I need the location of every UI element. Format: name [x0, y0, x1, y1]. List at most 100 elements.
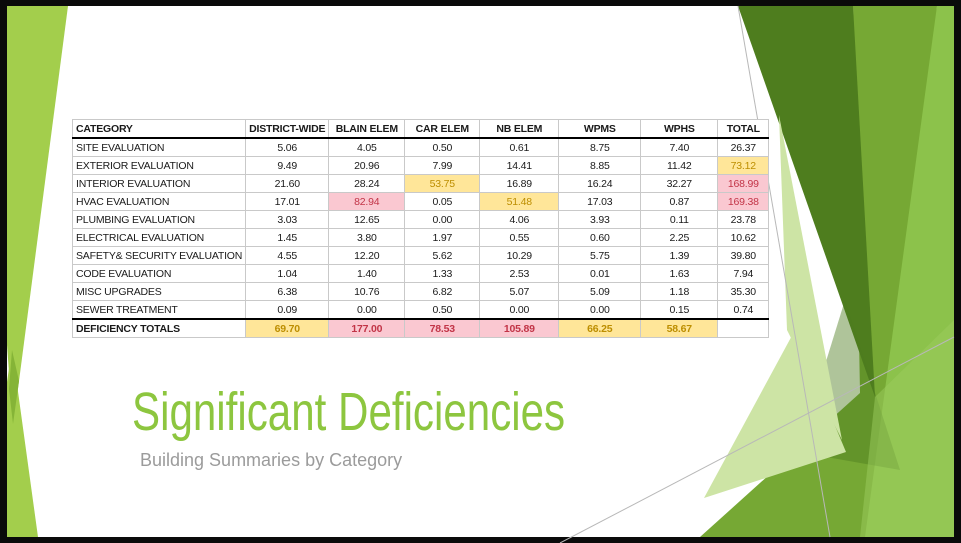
table-row: MISC UPGRADES 6.38 10.76 6.82 5.07 5.09 1.18 35… — [71, 282, 770, 301]
value-cell: 0.74 — [717, 300, 770, 320]
value-cell: 5.75 — [558, 246, 642, 265]
table-row: INTERIOR EVALUATION 21.60 28.24 53.75 16.89 1… — [71, 174, 770, 193]
table-body: SITE EVALUATION 5.06 4.05 0.50 0.61 8.75 7.40 2… — [71, 137, 770, 338]
value-cell: 78.53 — [404, 318, 481, 338]
deficiency-table: CATEGORY DISTRICT-WIDE BLAIN ELEM CAR ELEM N… — [71, 119, 770, 338]
value-cell: 51.48 — [479, 192, 560, 211]
value-cell: 0.09 — [245, 300, 330, 320]
value-cell: 7.99 — [404, 156, 481, 175]
category-cell: HVAC EVALUATION — [71, 192, 247, 211]
table-header: CATEGORY DISTRICT-WIDE BLAIN ELEM CAR ELEM N… — [71, 119, 770, 139]
table-row: SITE EVALUATION 5.06 4.05 0.50 0.61 8.75 7.40 2… — [71, 137, 770, 157]
value-cell: 35.30 — [717, 282, 770, 301]
column-header: CAR ELEM — [404, 119, 481, 139]
value-cell: 53.75 — [404, 174, 481, 193]
value-cell: 16.89 — [479, 174, 560, 193]
value-cell: 7.40 — [640, 137, 719, 157]
value-cell: 4.06 — [479, 210, 560, 229]
value-cell: 0.00 — [479, 300, 560, 320]
value-cell: 23.78 — [717, 210, 770, 229]
value-cell: 16.24 — [558, 174, 642, 193]
value-cell: 14.41 — [479, 156, 560, 175]
value-cell: 1.33 — [404, 264, 481, 283]
value-cell: 21.60 — [245, 174, 330, 193]
table-row: HVAC EVALUATION 17.01 82.94 0.05 51.48 17.03 0… — [71, 192, 770, 211]
value-cell: 0.00 — [328, 300, 406, 320]
value-cell: 17.01 — [245, 192, 330, 211]
table-row: CODE EVALUATION 1.04 1.40 1.33 2.53 0.01 1.63 7… — [71, 264, 770, 283]
value-cell: 5.09 — [558, 282, 642, 301]
value-cell: 0.00 — [404, 210, 481, 229]
value-cell: 0.87 — [640, 192, 719, 211]
value-cell: 0.05 — [404, 192, 481, 211]
value-cell: 2.53 — [479, 264, 560, 283]
table-row: EXTERIOR EVALUATION 9.49 20.96 7.99 14.41 8.8… — [71, 156, 770, 175]
value-cell: 69.70 — [245, 318, 330, 338]
category-cell: SITE EVALUATION — [71, 137, 247, 157]
value-cell: 4.05 — [328, 137, 406, 157]
value-cell: 105.89 — [479, 318, 560, 338]
value-cell: 3.03 — [245, 210, 330, 229]
value-cell: 20.96 — [328, 156, 406, 175]
value-cell: 0.11 — [640, 210, 719, 229]
column-header: NB ELEM — [479, 119, 560, 139]
value-cell: 10.29 — [479, 246, 560, 265]
slide-title: Significant Deficiencies — [132, 382, 566, 442]
value-cell: 0.01 — [558, 264, 642, 283]
value-cell: 177.00 — [328, 318, 406, 338]
category-cell: DEFICIENCY TOTALS — [71, 318, 247, 338]
category-cell: ELECTRICAL EVALUATION — [71, 228, 247, 247]
totals-row: DEFICIENCY TOTALS 69.70 177.00 78.53 105.89 6… — [71, 318, 770, 338]
value-cell: 10.76 — [328, 282, 406, 301]
value-cell: 73.12 — [717, 156, 770, 175]
category-cell: SAFETY& SECURITY EVALUATION — [71, 246, 247, 265]
table-row: SEWER TREATMENT 0.09 0.00 0.50 0.00 0.00 0.15 0… — [71, 300, 770, 320]
value-cell: 66.25 — [558, 318, 642, 338]
value-cell: 0.60 — [558, 228, 642, 247]
value-cell: 17.03 — [558, 192, 642, 211]
category-cell: INTERIOR EVALUATION — [71, 174, 247, 193]
value-cell: 32.27 — [640, 174, 719, 193]
value-cell: 0.55 — [479, 228, 560, 247]
value-cell: 1.04 — [245, 264, 330, 283]
value-cell: 5.06 — [245, 137, 330, 157]
value-cell: 12.20 — [328, 246, 406, 265]
category-cell: SEWER TREATMENT — [71, 300, 247, 320]
slide-subtitle: Building Summaries by Category — [140, 450, 403, 470]
value-cell: 4.55 — [245, 246, 330, 265]
value-cell: 11.42 — [640, 156, 719, 175]
value-cell: 6.38 — [245, 282, 330, 301]
value-cell: 82.94 — [328, 192, 406, 211]
value-cell: 1.45 — [245, 228, 330, 247]
value-cell: 5.07 — [479, 282, 560, 301]
table-row: ELECTRICAL EVALUATION 1.45 3.80 1.97 0.55 0.6… — [71, 228, 770, 247]
value-cell: 1.18 — [640, 282, 719, 301]
value-cell: 8.75 — [558, 137, 642, 157]
value-cell: 3.93 — [558, 210, 642, 229]
column-header: BLAIN ELEM — [328, 119, 406, 139]
column-header: TOTAL — [717, 119, 770, 139]
value-cell: 1.63 — [640, 264, 719, 283]
value-cell: 1.40 — [328, 264, 406, 283]
header-row: CATEGORY DISTRICT-WIDE BLAIN ELEM CAR ELEM N… — [71, 119, 770, 139]
value-cell: 1.97 — [404, 228, 481, 247]
value-cell — [717, 318, 770, 338]
table-row: SAFETY& SECURITY EVALUATION 4.55 12.20 5.62… — [71, 246, 770, 265]
value-cell: 39.80 — [717, 246, 770, 265]
value-cell: 0.00 — [558, 300, 642, 320]
column-header: DISTRICT-WIDE — [245, 119, 330, 139]
value-cell: 12.65 — [328, 210, 406, 229]
value-cell: 8.85 — [558, 156, 642, 175]
category-cell: EXTERIOR EVALUATION — [71, 156, 247, 175]
column-header: WPMS — [558, 119, 642, 139]
value-cell: 5.62 — [404, 246, 481, 265]
value-cell: 6.82 — [404, 282, 481, 301]
value-cell: 7.94 — [717, 264, 770, 283]
value-cell: 0.50 — [404, 137, 481, 157]
value-cell: 26.37 — [717, 137, 770, 157]
value-cell: 169.38 — [717, 192, 770, 211]
value-cell: 2.25 — [640, 228, 719, 247]
category-cell: PLUMBING EVALUATION — [71, 210, 247, 229]
value-cell: 3.80 — [328, 228, 406, 247]
value-cell: 0.50 — [404, 300, 481, 320]
